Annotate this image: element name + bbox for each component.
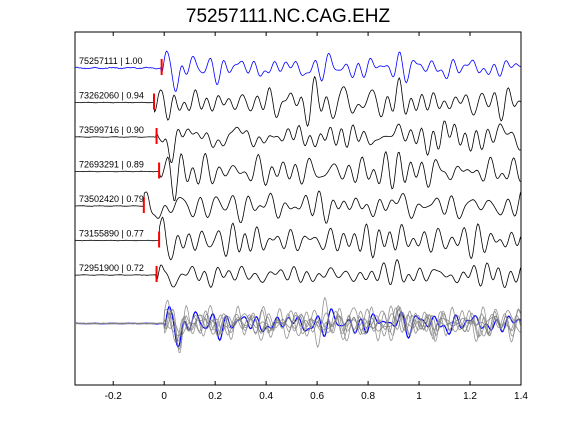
- x-tick-label: 0.2: [208, 391, 222, 402]
- waveform-trace: [75, 150, 521, 202]
- x-tick-label: 0.6: [310, 391, 324, 402]
- x-tick-label: 0: [161, 391, 167, 402]
- trace-label: 73599716 | 0.90: [79, 125, 144, 135]
- trace-label: 73502420 | 0.79: [79, 194, 144, 204]
- waveform-trace: [74, 75, 521, 127]
- x-tick-label: 1: [416, 391, 422, 402]
- stack-trace: [74, 310, 521, 337]
- waveform-trace: [75, 258, 521, 288]
- trace-label: 72951900 | 0.72: [79, 263, 144, 273]
- x-tick-label: 1.2: [463, 391, 477, 402]
- trace-label: 72693291 | 0.89: [79, 160, 144, 170]
- chart-title: 75257111.NC.CAG.EHZ: [185, 6, 391, 27]
- x-tick-label: 1.4: [514, 391, 528, 402]
- x-tick-label: 0.4: [259, 391, 273, 402]
- trace-label: 75257111 | 1.00: [79, 56, 143, 66]
- waveform-trace: [74, 216, 521, 261]
- stack-trace: [74, 306, 521, 351]
- plot-frame: [74, 31, 522, 386]
- trace-label: 73262060 | 0.94: [79, 91, 144, 101]
- waveform-trace: [75, 190, 521, 224]
- trace-label: 73155890 | 0.77: [79, 229, 144, 239]
- x-tick-label: 0.8: [361, 391, 375, 402]
- waveform-trace: [74, 120, 521, 164]
- waveform-trace: [74, 50, 521, 93]
- x-tick-label: -0.2: [105, 391, 123, 402]
